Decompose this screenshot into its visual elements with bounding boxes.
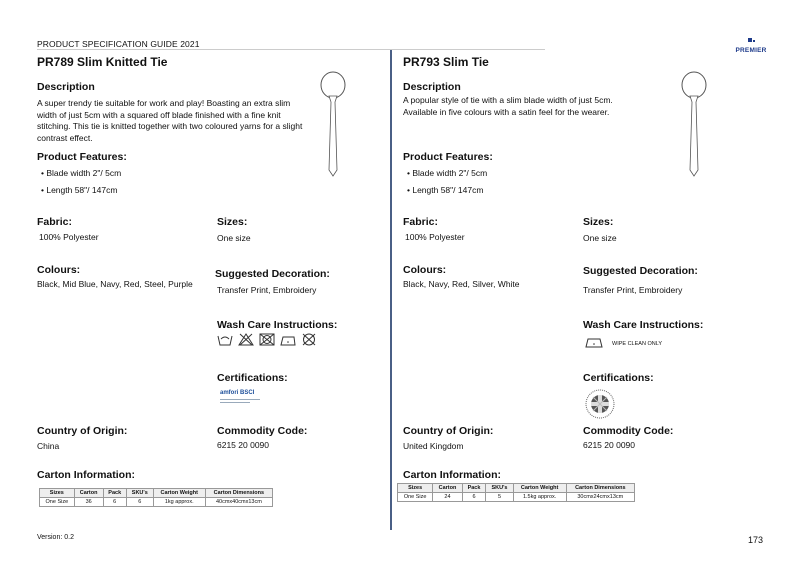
cell: 1kg approx. <box>152 497 206 507</box>
cert-logo-text: amfori BSCI <box>220 390 255 396</box>
table-row: One Size 36 6 6 1kg approx. 40cmx40cmx13cm <box>39 497 274 507</box>
fabric-value: 100% Polyester <box>405 232 465 242</box>
decoration-heading: Suggested Decoration: <box>215 268 330 280</box>
features-heading: Product Features: <box>37 151 127 163</box>
version-label: Version: 0.2 <box>37 534 74 541</box>
description-heading: Description <box>403 81 461 93</box>
feature-item: • Blade width 2"/ 5cm <box>41 168 122 178</box>
carton-heading: Carton Information: <box>37 469 135 481</box>
th-sizes: Sizes <box>39 488 75 498</box>
commodity-value: 6215 20 0090 <box>583 440 635 450</box>
sizes-value: One size <box>217 233 251 243</box>
cell: 36 <box>73 497 104 507</box>
fabric-heading: Fabric: <box>37 216 73 228</box>
guide-title: PRODUCT SPECIFICATION GUIDE 2021 <box>37 39 200 49</box>
carton-heading: Carton Information: <box>403 469 501 481</box>
header-divider <box>37 49 545 50</box>
th-weight: Carton Weight <box>152 488 206 498</box>
carton-table: Sizes Carton Pack SKU's Carton Weight Carton … <box>396 483 636 502</box>
page-number: 173 <box>748 535 764 545</box>
th-pack: Pack <box>102 488 127 498</box>
colours-value: Black, Navy, Red, Silver, White <box>403 279 520 289</box>
th-dimensions: Carton Dimensions <box>204 488 274 498</box>
colours-heading: Colours: <box>403 264 447 276</box>
table-row: One Size 24 6 5 1.5kg approx. 30cmx24cmx13cm <box>396 492 636 502</box>
cell: 6 <box>125 497 154 507</box>
product-pr793: PR793 Slim Tie Description A popular sty… <box>396 0 753 566</box>
sizes-heading: Sizes: <box>583 216 614 228</box>
table-header-row: Sizes Carton Pack SKU's Carton Weight Carton … <box>396 483 636 493</box>
cell: 6 <box>102 497 127 507</box>
description-text: A super trendy tie suitable for work and… <box>37 98 303 143</box>
cell: 30cmx24cmx13cm <box>565 492 636 502</box>
iron-icon <box>585 338 603 348</box>
premier-logo: PREMIER <box>733 29 769 54</box>
product-pr789: PR789 Slim Knitted Tie Description A sup… <box>37 0 387 566</box>
logo-text: PREMIER <box>735 47 767 54</box>
cell: 5 <box>485 492 514 502</box>
decoration-value: Transfer Print, Embroidery <box>583 285 683 295</box>
tie-illustration <box>320 71 346 177</box>
origin-heading: Country of Origin: <box>37 425 128 437</box>
no-bleach-icon <box>238 333 254 346</box>
hand-wash-icon <box>217 335 233 346</box>
description-heading: Description <box>37 81 95 93</box>
th-pack: Pack <box>461 483 487 493</box>
colours-value: Black, Mid Blue, Navy, Red, Steel, Purpl… <box>37 279 193 289</box>
colours-heading: Colours: <box>37 264 81 276</box>
th-carton: Carton <box>73 488 104 498</box>
commodity-heading: Commodity Code: <box>583 425 674 437</box>
product-title: PR789 Slim Knitted Tie <box>37 55 168 69</box>
iron-low-icon <box>280 336 296 346</box>
origin-heading: Country of Origin: <box>403 425 494 437</box>
cell: One Size <box>39 497 75 507</box>
decoration-value: Transfer Print, Embroidery <box>217 285 317 295</box>
cell: 24 <box>432 492 463 502</box>
table-header-row: Sizes Carton Pack SKU's Carton Weight Carton … <box>39 488 274 498</box>
feature-item: • Length 58"/ 147cm <box>41 185 118 195</box>
wash-care-icons <box>217 333 317 346</box>
th-skus: SKU's <box>485 483 514 493</box>
fabric-heading: Fabric: <box>403 216 439 228</box>
th-skus: SKU's <box>125 488 154 498</box>
carton-table: Sizes Carton Pack SKU's Carton Weight Carton … <box>39 488 274 507</box>
product-title: PR793 Slim Tie <box>403 55 489 69</box>
no-dry-clean-icon <box>302 333 316 346</box>
sizes-value: One size <box>583 233 617 243</box>
amfori-bsci-logo: amfori BSCI <box>220 390 260 403</box>
origin-value: United Kingdom <box>403 441 464 451</box>
sizes-heading: Sizes: <box>217 216 248 228</box>
certifications-heading: Certifications: <box>583 372 654 384</box>
origin-value: China <box>37 441 60 451</box>
th-weight: Carton Weight <box>512 483 567 493</box>
feature-item: • Blade width 2"/ 5cm <box>407 168 488 178</box>
cell: 40cmx40cmx13cm <box>204 497 274 507</box>
decoration-heading: Suggested Decoration: <box>583 265 698 277</box>
cell: 1.5kg approx. <box>512 492 567 502</box>
wash-note: WIPE CLEAN ONLY <box>612 341 663 347</box>
wash-heading: Wash Care Instructions: <box>583 319 704 331</box>
th-sizes: Sizes <box>396 483 434 493</box>
tie-illustration <box>681 71 707 177</box>
cell: 6 <box>461 492 487 502</box>
th-carton: Carton <box>432 483 463 493</box>
fabric-value: 100% Polyester <box>39 232 99 242</box>
made-in-uk-logo <box>585 389 615 419</box>
feature-item: • Length 58"/ 147cm <box>407 185 484 195</box>
features-heading: Product Features: <box>403 151 493 163</box>
th-dimensions: Carton Dimensions <box>565 483 636 493</box>
column-divider <box>390 50 392 530</box>
commodity-value: 6215 20 0090 <box>217 440 269 450</box>
certifications-heading: Certifications: <box>217 372 288 384</box>
cell: One Size <box>396 492 434 502</box>
commodity-heading: Commodity Code: <box>217 425 308 437</box>
description-text: A popular style of tie with a slim blade… <box>403 95 613 117</box>
wash-heading: Wash Care Instructions: <box>217 319 338 331</box>
no-tumble-dry-icon <box>259 333 275 346</box>
